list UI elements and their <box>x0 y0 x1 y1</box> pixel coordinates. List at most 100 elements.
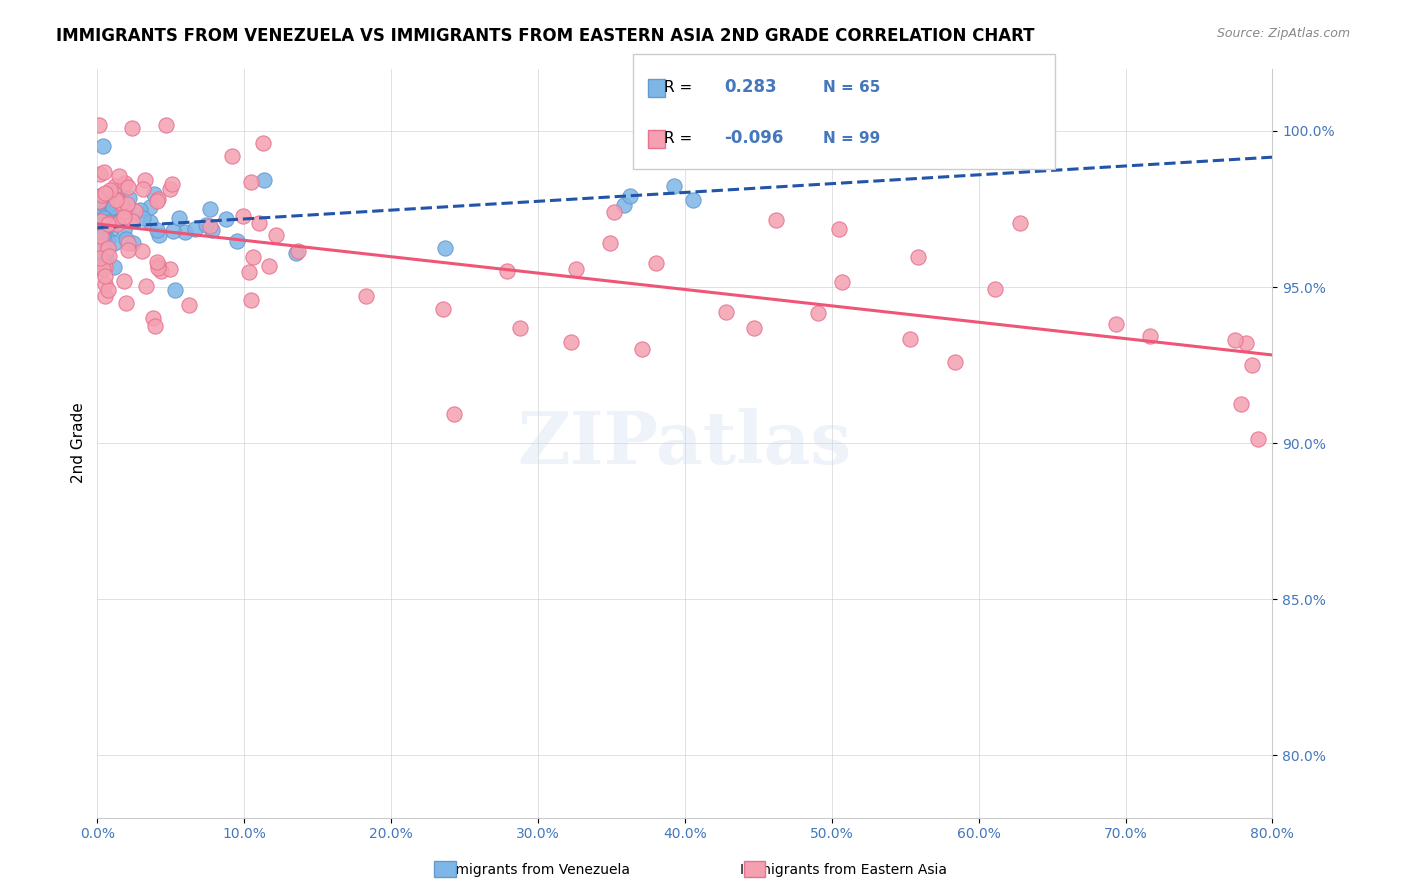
Point <box>98 219 121 233</box>
Point <box>131 244 153 259</box>
Point <box>100 224 122 238</box>
Point <box>238 265 260 279</box>
Text: Immigrants from Venezuela: Immigrants from Venezuela <box>439 863 630 877</box>
Point <box>128 202 150 217</box>
Point <box>90 245 112 260</box>
Point <box>93 249 115 263</box>
Point <box>1247 432 1270 446</box>
Point <box>90 202 112 217</box>
Point <box>142 310 165 325</box>
Point <box>139 200 162 214</box>
Text: 0.283: 0.283 <box>724 78 776 96</box>
Point <box>112 274 135 288</box>
Point <box>565 262 588 277</box>
Text: IMMIGRANTS FROM VENEZUELA VS IMMIGRANTS FROM EASTERN ASIA 2ND GRADE CORRELATION : IMMIGRANTS FROM VENEZUELA VS IMMIGRANTS … <box>56 27 1035 45</box>
Point <box>174 225 197 239</box>
Point <box>107 194 129 208</box>
Point <box>90 239 112 253</box>
Point <box>94 246 117 260</box>
Text: N = 99: N = 99 <box>823 131 880 145</box>
Point <box>115 232 138 246</box>
Point <box>264 227 287 242</box>
Point <box>603 205 626 219</box>
Point <box>184 221 207 235</box>
Point <box>159 182 181 196</box>
Point <box>252 136 274 150</box>
Point <box>89 194 111 209</box>
Point <box>93 277 115 291</box>
Point <box>354 289 377 303</box>
Point <box>104 179 127 194</box>
Point <box>115 212 138 227</box>
Point <box>1223 333 1246 347</box>
Point <box>121 214 143 228</box>
Text: N = 65: N = 65 <box>823 80 880 95</box>
Point <box>90 260 112 275</box>
Point <box>285 246 308 260</box>
Point <box>112 203 135 218</box>
Point <box>94 252 117 266</box>
Point <box>89 167 111 181</box>
Point <box>231 210 253 224</box>
Point <box>114 176 136 190</box>
Point <box>89 215 111 229</box>
Point <box>198 219 221 234</box>
Point <box>134 173 156 187</box>
Point <box>90 259 112 273</box>
Point <box>742 320 765 334</box>
Text: ZIPatlas: ZIPatlas <box>517 408 852 479</box>
Point <box>259 259 281 273</box>
Point <box>198 202 221 216</box>
Point <box>89 189 111 203</box>
Point <box>1230 397 1253 411</box>
Point <box>644 256 666 270</box>
Point <box>124 203 146 218</box>
Point <box>118 191 141 205</box>
Point <box>253 172 276 186</box>
Point <box>103 260 125 274</box>
Point <box>148 228 170 243</box>
Point <box>87 194 110 208</box>
Text: R =: R = <box>664 80 697 95</box>
Point <box>103 200 125 214</box>
Point <box>87 223 110 237</box>
Point <box>1105 317 1128 331</box>
Point <box>107 215 129 229</box>
Point <box>163 283 186 297</box>
Point <box>89 204 111 219</box>
Point <box>93 260 115 274</box>
Point <box>599 235 621 250</box>
Point <box>169 211 191 225</box>
Point <box>1234 336 1257 351</box>
Point <box>91 262 114 277</box>
Point <box>103 235 125 250</box>
Point <box>145 223 167 237</box>
Point <box>108 194 131 209</box>
Point <box>662 178 685 193</box>
Point <box>907 250 929 264</box>
Point <box>97 242 120 256</box>
Point <box>93 211 115 225</box>
Point <box>93 165 115 179</box>
Point <box>97 217 120 231</box>
Point <box>146 254 169 268</box>
Point <box>807 306 830 320</box>
Point <box>98 183 121 197</box>
Point <box>139 215 162 229</box>
Point <box>96 198 118 212</box>
Point <box>117 196 139 211</box>
Point <box>117 180 139 194</box>
Point <box>87 118 110 132</box>
Point <box>98 196 121 211</box>
Point <box>97 215 120 229</box>
Y-axis label: 2nd Grade: 2nd Grade <box>72 402 86 483</box>
Point <box>115 296 138 310</box>
Point <box>765 213 787 227</box>
Point <box>247 216 270 230</box>
Point <box>117 243 139 257</box>
Point <box>110 207 132 221</box>
Point <box>1010 216 1032 230</box>
Text: -0.096: -0.096 <box>724 129 783 147</box>
Point <box>146 194 169 209</box>
Point <box>87 244 110 258</box>
